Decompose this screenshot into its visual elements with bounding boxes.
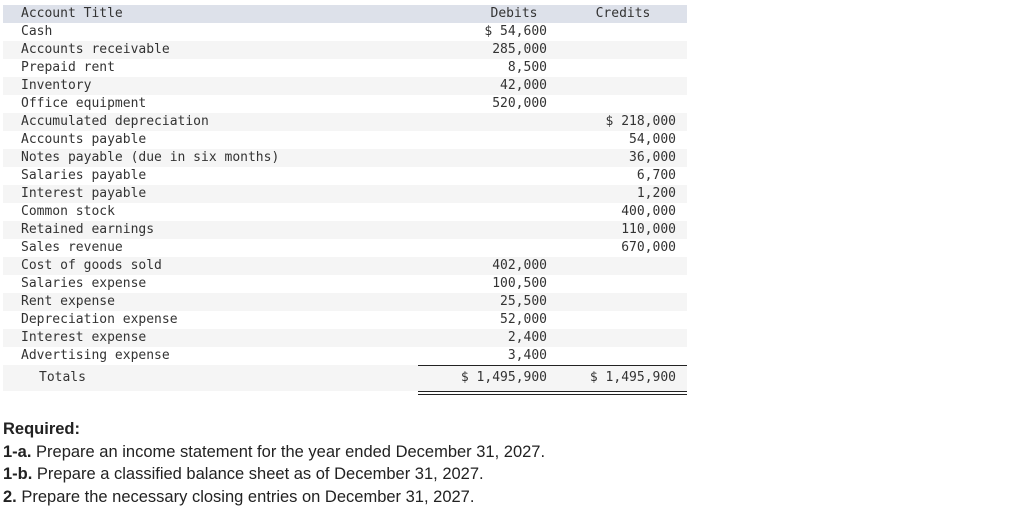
debit-value: 25,500 [500,294,547,309]
account-title: Office equipment [21,96,147,111]
account-title: Sales revenue [21,240,123,255]
credit-value [553,41,687,59]
required-item: 1-a. Prepare an income statement for the… [3,441,545,464]
table-row: Prepaid rent 8,500 [3,59,687,77]
header-credits: Credits [595,6,651,21]
totals-label: Totals [39,370,86,385]
item-number: 1-b. [3,465,33,483]
debit-value: 285,000 [492,42,547,57]
table-row: Cost of goods sold 402,000 [3,257,687,275]
debit-value [403,131,553,149]
account-title: Notes payable (due in six months) [21,150,280,165]
item-text: Prepare a classified balance sheet as of… [32,465,484,483]
account-title: Rent expense [21,294,115,309]
credit-value: 110,000 [621,222,676,237]
account-title: Cash [21,24,53,39]
credit-value: $ 218,000 [605,114,676,129]
debit-value [403,149,553,167]
debit-value [403,185,553,203]
debit-value [403,167,553,185]
account-title: Accounts receivable [21,42,170,57]
account-title: Advertising expense [21,348,170,363]
double-underline [418,391,687,395]
account-title: Accounts payable [21,132,147,147]
table-row: Inventory 42,000 [3,77,687,95]
account-title: Depreciation expense [21,312,178,327]
item-text: Prepare the necessary closing entries on… [16,487,475,506]
credit-value [553,77,687,95]
table-row: Interest expense 2,400 [3,329,687,347]
credit-value [553,257,687,275]
totals-credit: $ 1,495,900 [589,370,676,385]
table-row: Accounts payable 54,000 [3,131,687,149]
credit-value: 6,700 [636,168,676,183]
credit-value [553,275,687,293]
credit-value [553,23,687,41]
table-row: Office equipment 520,000 [3,95,687,113]
required-item: 2. Prepare the necessary closing entries… [3,486,545,509]
credit-value [553,59,687,77]
debit-value [403,203,553,221]
credit-value: 36,000 [629,150,676,165]
credit-value [553,311,687,329]
debit-value: 100,500 [492,276,547,291]
debit-value [403,239,553,257]
credit-value [553,95,687,113]
debit-value: 52,000 [500,312,547,327]
table-row: Salaries payable 6,700 [3,167,687,185]
account-title: Prepaid rent [21,60,115,75]
debit-value: 520,000 [492,96,547,111]
header-account-title: Account Title [21,6,123,21]
required-heading: Required: [3,420,81,438]
table-row: Interest payable 1,200 [3,185,687,203]
debit-value: 3,400 [507,348,547,363]
table-row: Accounts receivable 285,000 [3,41,687,59]
table-row: Advertising expense 3,400 [3,347,687,365]
debit-value: $ 54,600 [484,24,547,39]
item-text: Prepare an income statement for the year… [31,442,546,461]
required-section: Required: 1-a. Prepare an income stateme… [3,418,545,508]
account-title: Interest expense [21,330,147,345]
account-title: Salaries expense [21,276,147,291]
item-number: 2. [3,487,17,506]
table-row: Notes payable (due in six months) 36,000 [3,149,687,167]
table-row: Salaries expense 100,500 [3,275,687,293]
credit-value: 400,000 [621,204,676,219]
credit-value [553,293,687,311]
account-title: Common stock [21,204,115,219]
account-title: Interest payable [21,186,147,201]
required-item: 1-b. Prepare a classified balance sheet … [3,463,545,486]
account-title: Cost of goods sold [21,258,162,273]
table-row: Cash $ 54,600 [3,23,687,41]
debit-value: 8,500 [507,60,547,75]
credit-value [553,347,687,365]
account-title: Retained earnings [21,222,155,237]
credit-value: 1,200 [636,186,676,201]
totals-row: Totals $ 1,495,900 $ 1,495,900 [3,365,687,395]
debit-value [403,113,553,131]
account-title: Salaries payable [21,168,147,183]
credit-value: 54,000 [629,132,676,147]
table-row: Common stock 400,000 [3,203,687,221]
table-row: Depreciation expense 52,000 [3,311,687,329]
debit-value [403,221,553,239]
table-row: Sales revenue 670,000 [3,239,687,257]
item-number: 1-a. [3,442,32,461]
single-underline [418,365,687,366]
account-title: Accumulated depreciation [21,114,209,129]
credit-value: 670,000 [621,240,676,255]
totals-debit: $ 1,495,900 [460,370,547,385]
table-row: Retained earnings 110,000 [3,221,687,239]
table-row: Accumulated depreciation $ 218,000 [3,113,687,131]
header-debits: Debits [490,6,538,21]
debit-value: 402,000 [492,258,547,273]
table-row: Rent expense 25,500 [3,293,687,311]
debit-value: 2,400 [507,330,547,345]
credit-value [553,329,687,347]
trial-balance-table: Account Title Debits Credits Cash $ 54,6… [3,5,687,395]
account-title: Inventory [21,78,92,93]
table-header-row: Account Title Debits Credits [3,5,687,23]
debit-value: 42,000 [500,78,547,93]
